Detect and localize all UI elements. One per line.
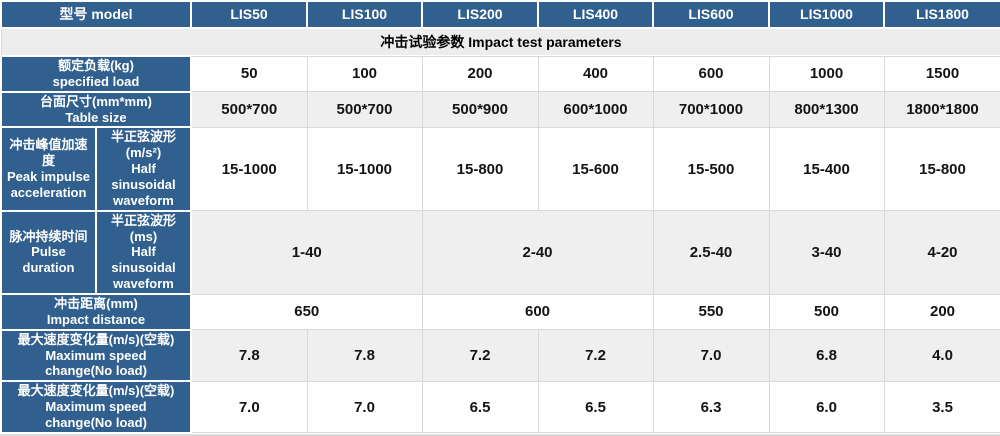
row-label-peak-acceleration: 冲击峰值加速度 Peak impulse acceleration — [0, 126, 97, 212]
pulse-duration-lis50-lis100: 1-40 — [190, 210, 423, 295]
table-size-lis1000: 800*1300 — [768, 91, 885, 128]
max-speed-2-lis200: 6.5 — [421, 380, 539, 434]
row-peak-acceleration: 冲击峰值加速度 Peak impulse acceleration 半正弦波形 … — [0, 126, 1000, 212]
row-label-pulse-duration: 脉冲持续时间 Pulse duration — [0, 209, 97, 296]
col-header-lis1000: LIS1000 — [768, 0, 885, 29]
section-title: 冲击试验参数 Impact test parameters — [0, 27, 1000, 57]
pulse-duration-lis200-lis400: 2-40 — [421, 210, 654, 295]
col-header-lis200: LIS200 — [421, 0, 539, 29]
peak-acceleration-lis600: 15-500 — [652, 126, 770, 212]
peak-acceleration-lis400: 15-600 — [537, 126, 654, 212]
max-speed-1-lis100: 7.8 — [306, 329, 423, 382]
table-size-lis1800: 1800*1800 — [883, 91, 1000, 128]
max-speed-1-lis600: 7.0 — [652, 329, 770, 382]
impact-distance-lis1800: 200 — [883, 293, 1000, 331]
section-row: 冲击试验参数 Impact test parameters — [0, 27, 1000, 57]
impact-distance-lis200-lis400: 600 — [421, 293, 654, 331]
max-speed-1-lis200: 7.2 — [421, 329, 539, 382]
table-size-lis100: 500*700 — [306, 91, 423, 128]
max-speed-2-lis1000: 6.0 — [768, 380, 885, 434]
specified-load-lis1000: 1000 — [768, 55, 885, 93]
table-size-lis600: 700*1000 — [652, 91, 770, 128]
max-speed-1-lis400: 7.2 — [537, 329, 654, 382]
peak-acceleration-lis100: 15-1000 — [306, 126, 423, 212]
max-speed-1-lis1000: 6.8 — [768, 329, 885, 382]
table-size-lis200: 500*900 — [421, 91, 539, 128]
col-header-lis1800: LIS1800 — [883, 0, 1000, 29]
specified-load-lis50: 50 — [190, 55, 308, 93]
row-label-specified-load: 额定负载(kg) specified load — [0, 55, 192, 93]
max-speed-2-lis400: 6.5 — [537, 380, 654, 434]
row-sublabel-peak-acceleration: 半正弦波形 (m/s²) Half sinusoidal waveform — [95, 126, 192, 212]
row-pulse-duration: 脉冲持续时间 Pulse duration 半正弦波形 (ms) Half si… — [0, 209, 1000, 296]
peak-acceleration-lis200: 15-800 — [421, 126, 539, 212]
max-speed-2-lis1800: 3.5 — [883, 380, 1000, 434]
row-label-impact-distance: 冲击距离(mm) Impact distance — [0, 293, 192, 331]
row-sublabel-pulse-duration: 半正弦波形 (ms) Half sinusoidal waveform — [95, 209, 192, 296]
row-label-max-speed-change-1: 最大速度变化量(m/s)(空载) Maximum speed change(No… — [0, 328, 192, 383]
col-header-lis50: LIS50 — [190, 0, 308, 29]
row-max-speed-change-1: 最大速度变化量(m/s)(空载) Maximum speed change(No… — [0, 328, 1000, 383]
max-speed-2-lis100: 7.0 — [306, 380, 423, 434]
peak-acceleration-lis1000: 15-400 — [768, 126, 885, 212]
impact-distance-lis1000: 500 — [768, 293, 885, 331]
row-specified-load: 额定负载(kg) specified load 50 100 200 400 6… — [0, 55, 1000, 93]
pulse-duration-lis600: 2.5-40 — [652, 210, 770, 295]
impact-distance-lis50-lis100: 650 — [190, 293, 423, 331]
col-header-lis400: LIS400 — [537, 0, 654, 29]
row-impact-distance: 冲击距离(mm) Impact distance 650 600 550 500… — [0, 293, 1000, 331]
header-row: 型号 model LIS50 LIS100 LIS200 LIS400 LIS6… — [0, 0, 1000, 29]
peak-acceleration-lis1800: 15-800 — [883, 126, 1000, 212]
impact-distance-lis600: 550 — [652, 293, 770, 331]
table-size-lis400: 600*1000 — [537, 91, 654, 128]
specified-load-lis100: 100 — [306, 55, 423, 93]
peak-acceleration-lis50: 15-1000 — [190, 126, 308, 212]
table-size-lis50: 500*700 — [190, 91, 308, 128]
row-max-speed-change-2: 最大速度变化量(m/s)(空载) Maximum speed change(No… — [0, 380, 1000, 434]
row-label-table-size: 台面尺寸(mm*mm) Table size — [0, 90, 192, 129]
col-header-lis100: LIS100 — [306, 0, 423, 29]
pulse-duration-lis1800: 4-20 — [883, 210, 1000, 295]
specified-load-lis1800: 1500 — [883, 55, 1000, 93]
max-speed-2-lis50: 7.0 — [190, 380, 308, 434]
max-speed-1-lis50: 7.8 — [190, 329, 308, 382]
specified-load-lis200: 200 — [421, 55, 539, 93]
max-speed-1-lis1800: 4.0 — [883, 329, 1000, 382]
specified-load-lis600: 600 — [652, 55, 770, 93]
specified-load-lis400: 400 — [537, 55, 654, 93]
pulse-duration-lis1000: 3-40 — [768, 210, 885, 295]
row-label-max-speed-change-2: 最大速度变化量(m/s)(空载) Maximum speed change(No… — [0, 380, 192, 434]
max-speed-2-lis600: 6.3 — [652, 380, 770, 434]
row-table-size: 台面尺寸(mm*mm) Table size 500*700 500*700 5… — [0, 90, 1000, 129]
model-header-cell: 型号 model — [0, 0, 192, 29]
col-header-lis600: LIS600 — [652, 0, 770, 29]
